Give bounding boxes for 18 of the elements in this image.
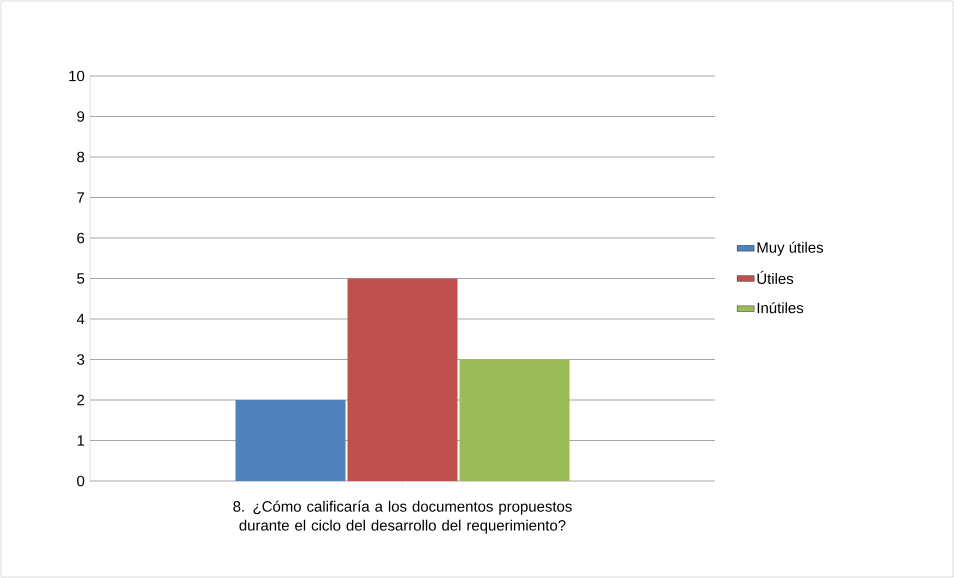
bar — [236, 400, 346, 481]
legend-label: Inútiles — [758, 302, 804, 314]
y-tick-label: 4 — [76, 314, 84, 324]
y-tick-label: 8 — [77, 152, 84, 162]
y-tick-label: 5 — [77, 273, 84, 284]
bar — [348, 278, 458, 481]
y-tick-label: 6 — [77, 232, 84, 244]
x-axis-title: 8. ¿Cómo calificaría a los documentos propuestos durante el ciclo del desarrollo del requerimiento? — [233, 500, 572, 534]
y-tick-label: 1 — [78, 435, 84, 446]
y-tick-label: 0 — [77, 476, 84, 486]
legend-label: Útiles — [758, 270, 794, 284]
y-tick-label: 10 — [69, 70, 84, 82]
y-tick-label: 3 — [77, 354, 84, 365]
y-tick-label: 2 — [77, 394, 84, 406]
bar — [460, 360, 570, 481]
y-tick-label: 9 — [77, 111, 84, 122]
legend-label: Muy útiles — [758, 242, 824, 256]
y-tick-label: 7 — [77, 192, 84, 203]
